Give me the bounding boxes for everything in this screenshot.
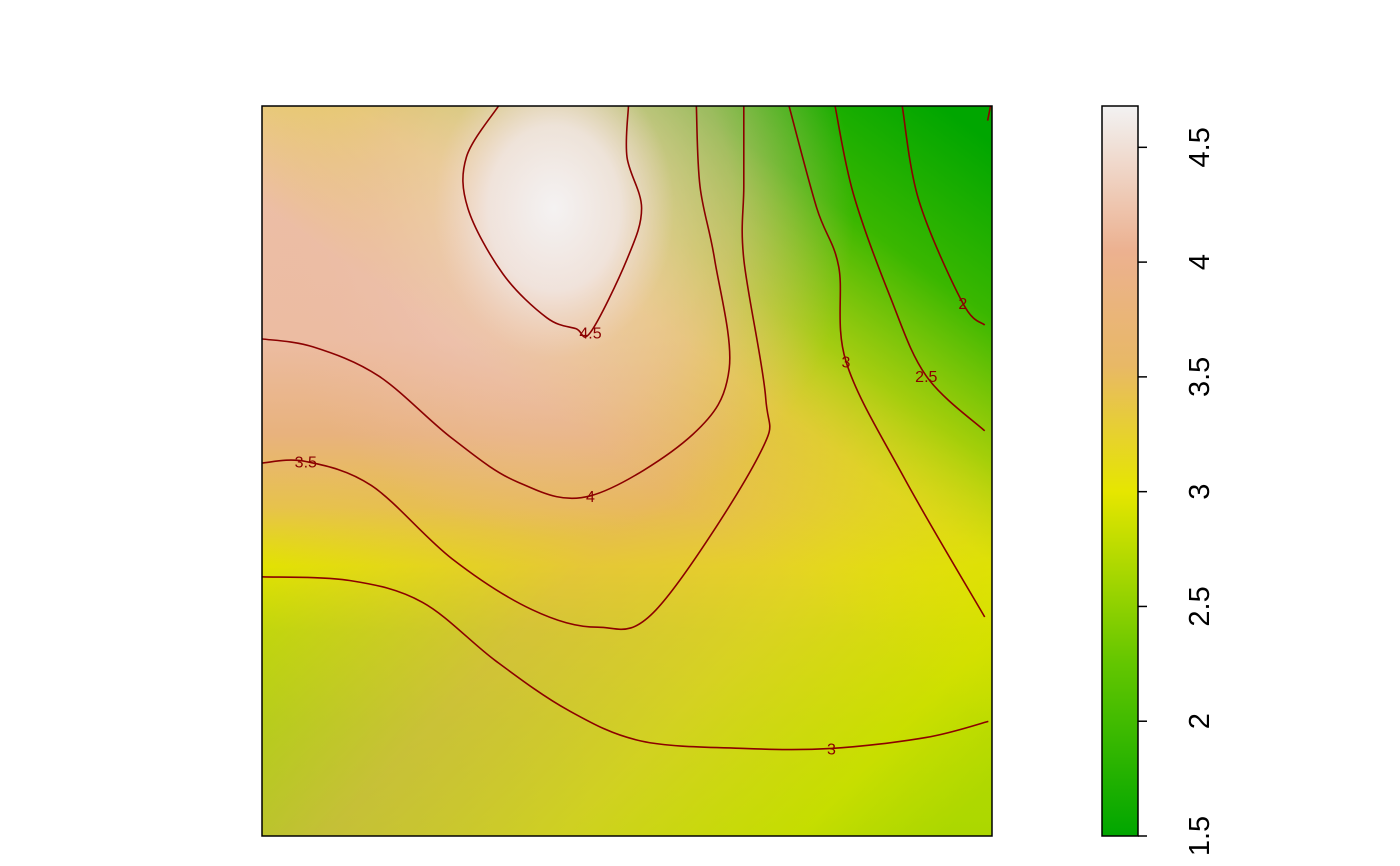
contour-label: 3 — [827, 741, 836, 758]
colorbar-tick-label: 4.5 — [1184, 127, 1216, 167]
contour-label: 4.5 — [579, 325, 601, 342]
contour-line-4-5 — [462, 106, 643, 338]
colorbar-tick-label: 3 — [1184, 484, 1216, 500]
contour-lines: 4.5 4 3.5 3 3 2.5 2 — [262, 106, 992, 758]
colorbar-tick-label: 4 — [1184, 254, 1216, 270]
colorbar-tick-label: 1.5 — [1184, 816, 1216, 856]
colorbar-tick-label: 3.5 — [1184, 357, 1216, 397]
contour-line-2-5 — [834, 106, 986, 432]
colorbar-scale — [1101, 105, 1139, 837]
contour-label: 4 — [586, 489, 595, 506]
contour-label: 3 — [842, 355, 851, 372]
contour-line-3 — [788, 106, 986, 618]
colorbar-tick-label: 2.5 — [1184, 586, 1216, 626]
contour-line-3 — [262, 576, 989, 751]
heat-peak — [262, 106, 992, 836]
contour-label: 2.5 — [915, 369, 937, 386]
contour-label: 3.5 — [295, 455, 317, 472]
contour-line-2 — [901, 106, 986, 326]
plot-area — [262, 106, 992, 836]
contour-line-4 — [262, 106, 731, 500]
contour-line-3-5 — [262, 106, 771, 631]
colorbar-tick-label: 2 — [1184, 713, 1216, 729]
contour-label: 2 — [958, 296, 967, 313]
colorbar: 1.5 2 2.5 3 3.5 4 4.5 — [1101, 105, 1216, 856]
plot-frame — [261, 105, 993, 837]
contour-line-2 — [986, 106, 992, 121]
